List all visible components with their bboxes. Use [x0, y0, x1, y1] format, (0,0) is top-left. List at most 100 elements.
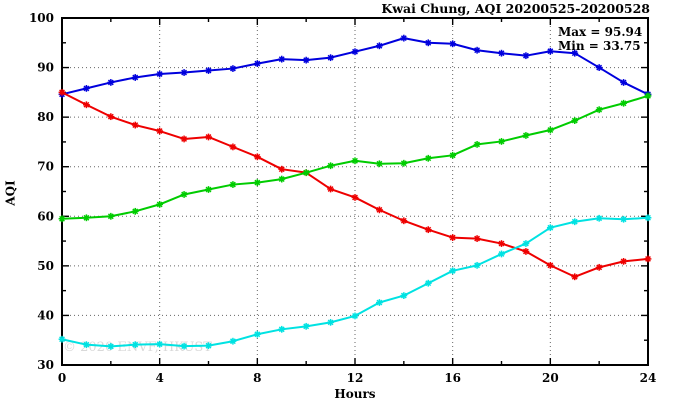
marker-day-cyan [546, 224, 554, 232]
min-annotation: Min = 33.75 [558, 39, 641, 53]
marker-day-blue [522, 52, 530, 60]
marker-day-red [546, 261, 554, 269]
x-tick-label: 20 [542, 371, 559, 385]
marker-day-red [278, 165, 286, 173]
marker-day-red [156, 127, 164, 135]
marker-day-green [107, 212, 115, 220]
marker-day-red [58, 88, 66, 96]
marker-day-cyan [400, 292, 408, 299]
x-axis-label: Hours [334, 387, 376, 401]
marker-day-cyan [620, 215, 627, 223]
x-tick-label: 24 [640, 371, 657, 385]
marker-day-red [522, 248, 530, 255]
marker-day-red [571, 273, 579, 281]
y-tick-label: 60 [37, 209, 54, 223]
marker-day-blue [205, 67, 212, 74]
marker-day-cyan [278, 325, 286, 333]
marker-day-green [83, 214, 90, 222]
marker-day-blue [449, 40, 457, 48]
marker-day-red [253, 153, 261, 161]
marker-day-green [571, 117, 579, 125]
marker-day-cyan [376, 299, 383, 306]
marker-day-cyan [205, 342, 212, 350]
marker-day-green [229, 181, 237, 188]
marker-day-blue [278, 55, 286, 63]
marker-day-blue [229, 65, 237, 72]
marker-day-green [546, 126, 554, 134]
marker-day-cyan [522, 240, 530, 247]
marker-day-red [473, 235, 481, 242]
marker-day-cyan [253, 330, 261, 338]
y-tick-label: 30 [37, 358, 54, 372]
marker-day-green [498, 138, 505, 145]
marker-day-green [620, 99, 627, 107]
marker-day-blue [620, 79, 627, 86]
y-tick-label: 90 [37, 61, 54, 75]
marker-day-red [644, 255, 652, 263]
marker-day-blue [107, 79, 115, 86]
y-tick-label: 100 [29, 11, 54, 25]
marker-day-blue [546, 47, 554, 55]
marker-day-red [131, 121, 139, 129]
marker-day-red [205, 133, 212, 141]
max-min-annotation: Max = 95.94 Min = 33.75 [558, 25, 642, 53]
marker-day-cyan [229, 337, 237, 345]
marker-day-red [83, 101, 90, 109]
marker-day-blue [253, 60, 261, 68]
marker-day-blue [595, 64, 603, 71]
marker-day-green [400, 159, 408, 167]
marker-day-cyan [644, 214, 652, 222]
chart-title: Kwai Chung, AQI 20200525-20200528 [381, 1, 650, 16]
marker-day-green [376, 160, 383, 168]
marker-day-green [522, 132, 530, 139]
marker-day-cyan [156, 340, 164, 348]
marker-day-cyan [571, 218, 579, 226]
marker-day-green [449, 151, 457, 159]
marker-day-red [400, 217, 408, 225]
marker-day-red [107, 113, 115, 121]
marker-day-blue [351, 48, 359, 56]
marker-day-cyan [449, 267, 457, 275]
marker-day-blue [473, 46, 481, 54]
marker-day-cyan [424, 279, 432, 287]
marker-day-green [180, 191, 188, 198]
y-tick-label: 70 [37, 160, 54, 174]
watermark: © 2020 ENVF, HKUST [63, 340, 212, 355]
marker-day-cyan [351, 312, 359, 320]
marker-day-green [278, 175, 286, 183]
marker-day-red [229, 143, 237, 151]
x-tick-label: 12 [347, 371, 364, 385]
marker-day-blue [180, 69, 188, 76]
marker-day-green [424, 154, 432, 162]
marker-day-green [156, 200, 164, 208]
marker-day-blue [131, 74, 139, 81]
y-tick-label: 80 [37, 110, 54, 124]
marker-day-cyan [58, 335, 66, 343]
marker-day-blue [83, 84, 90, 92]
series-line-day-red [61, 91, 649, 278]
marker-day-blue [424, 39, 432, 47]
marker-day-cyan [595, 214, 603, 222]
marker-day-red [424, 226, 432, 234]
marker-day-blue [498, 49, 505, 57]
marker-day-blue [376, 42, 383, 50]
marker-day-blue [571, 49, 579, 57]
y-tick-label: 50 [37, 259, 54, 273]
marker-day-red [595, 263, 603, 271]
marker-day-blue [400, 34, 408, 42]
x-tick-label: 4 [155, 371, 163, 385]
marker-day-green [644, 92, 652, 100]
marker-day-red [449, 234, 457, 242]
marker-day-cyan [498, 250, 505, 258]
marker-day-cyan [180, 342, 188, 350]
marker-day-green [351, 157, 359, 165]
marker-day-blue [302, 56, 310, 64]
x-tick-label: 0 [58, 371, 66, 385]
marker-day-cyan [473, 261, 481, 269]
marker-day-blue [156, 70, 164, 78]
marker-day-green [327, 162, 334, 170]
marker-day-green [205, 186, 212, 193]
marker-day-green [302, 169, 310, 177]
x-tick-label: 16 [444, 371, 461, 385]
marker-day-blue [327, 54, 334, 62]
